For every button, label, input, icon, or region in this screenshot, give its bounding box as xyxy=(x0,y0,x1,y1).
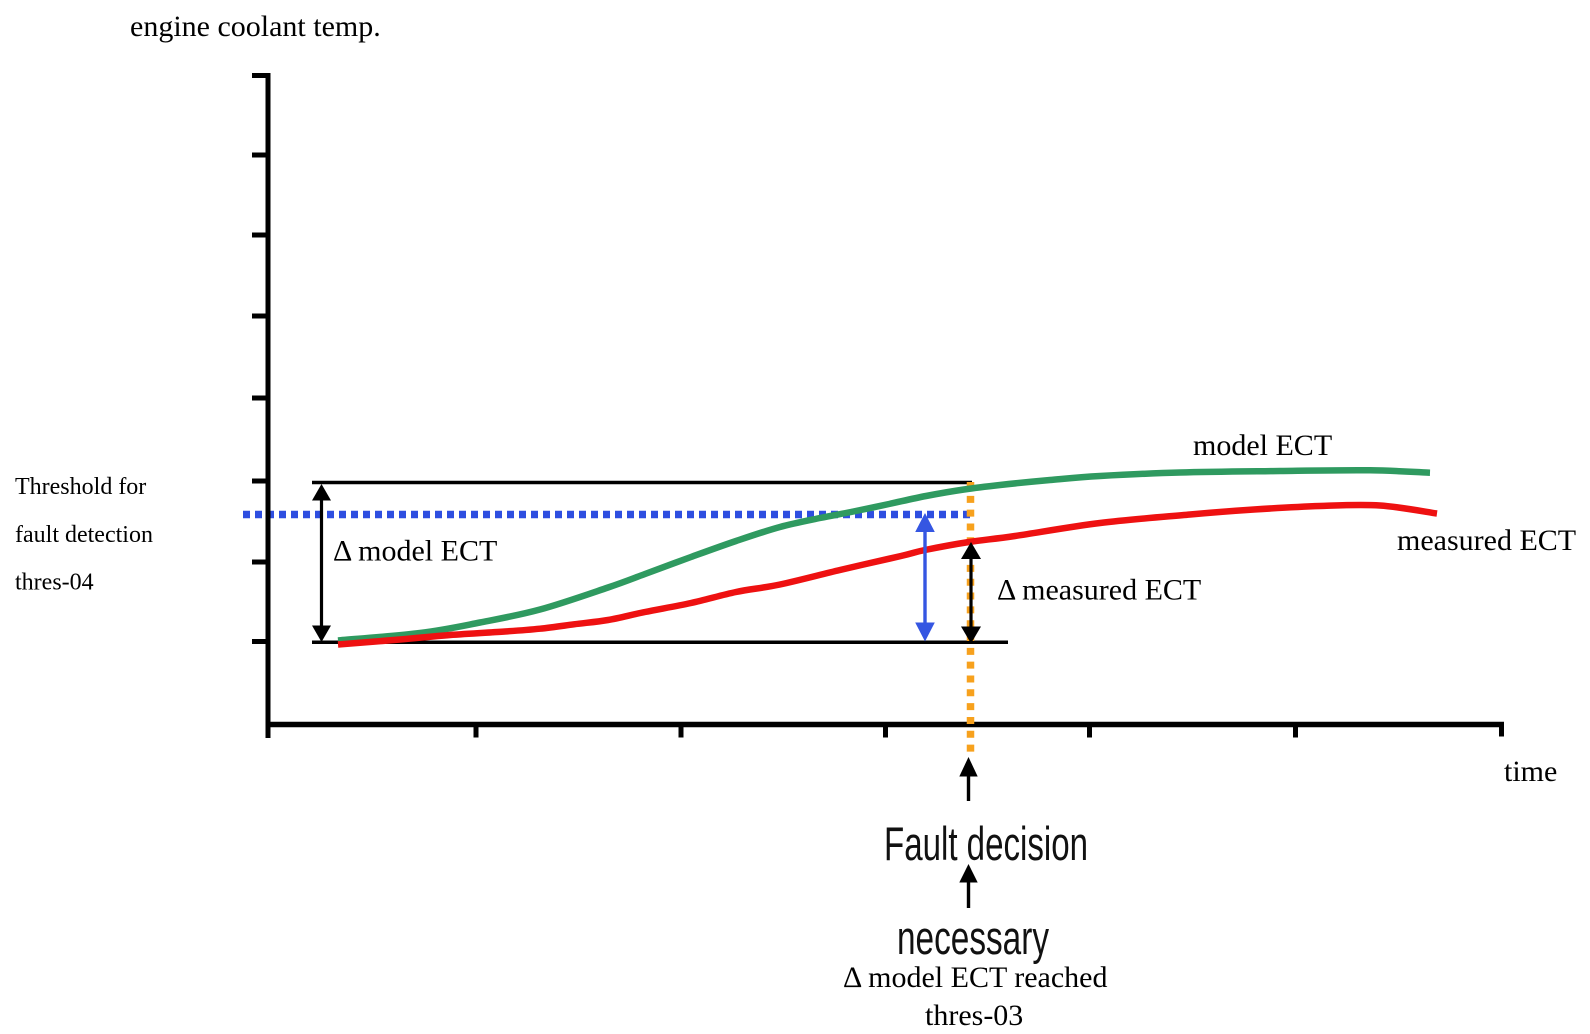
svg-text:thres-04: thres-04 xyxy=(15,570,94,596)
svg-text:model ECT: model ECT xyxy=(1193,429,1332,462)
svg-text:fault detection: fault detection xyxy=(15,522,153,548)
svg-text:necessary: necessary xyxy=(897,911,1049,964)
svg-text:thres-03: thres-03 xyxy=(925,999,1023,1032)
svg-text:Δ model ECT: Δ model ECT xyxy=(333,535,497,568)
svg-text:Δ measured ECT: Δ measured ECT xyxy=(997,574,1201,607)
svg-text:measured ECT: measured ECT xyxy=(1397,524,1576,557)
svg-text:time: time xyxy=(1504,755,1557,788)
svg-text:engine coolant temp.: engine coolant temp. xyxy=(130,10,381,43)
svg-text:Threshold for: Threshold for xyxy=(15,474,146,500)
svg-text:Δ model ECT reached: Δ model ECT reached xyxy=(843,961,1108,994)
svg-text:Fault decision: Fault decision xyxy=(884,817,1088,870)
